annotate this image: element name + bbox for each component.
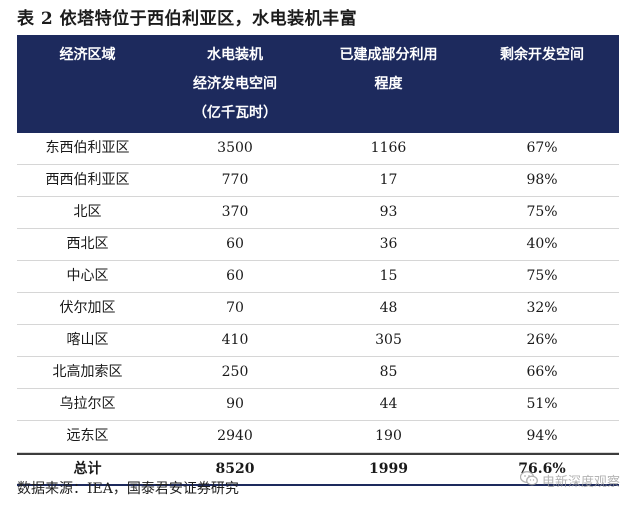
- cell-utilization: 190: [375, 428, 402, 444]
- header-utilization: 已建成部分利用 程度: [312, 35, 465, 131]
- cell-remaining: 32%: [526, 300, 558, 316]
- cell-capacity: 3500: [217, 140, 253, 156]
- cell-total-label: 总计: [73, 461, 102, 477]
- cell-capacity: 2940: [217, 428, 253, 444]
- cell-remaining: 26%: [526, 332, 558, 348]
- cell-remaining: 98%: [526, 172, 558, 188]
- cell-region: 北高加索区: [52, 364, 123, 380]
- cell-utilization: 93: [379, 204, 398, 220]
- table-row: 北高加索区 250 85 66%: [17, 357, 619, 389]
- cell-utilization: 85: [379, 364, 398, 380]
- total-row: 总计 8520 1999 76.6%: [17, 453, 619, 486]
- table-title: 表 2 依塔特位于西伯利亚区，水电装机丰富: [17, 9, 358, 29]
- cell-remaining: 66%: [526, 364, 558, 380]
- cell-region: 远东区: [66, 428, 109, 444]
- cell-capacity: 90: [226, 396, 244, 412]
- cell-region: 东西伯利亚区: [45, 140, 130, 156]
- table-row: 东西伯利亚区 3500 1166 67%: [17, 133, 619, 165]
- cell-capacity: 250: [221, 364, 249, 380]
- header-line: 程度: [374, 76, 403, 92]
- cell-utilization: 36: [379, 236, 398, 252]
- data-table: 经济区域 水电装机 经济发电空间 （亿千瓦时） 已建成部分利用 程度 剩余开发空…: [17, 35, 619, 486]
- cell-remaining: 40%: [526, 236, 558, 252]
- table-row: 乌拉尔区 90 44 51%: [17, 389, 619, 421]
- header-line: 水电装机: [207, 47, 263, 63]
- header-line: 经济发电空间: [193, 76, 277, 92]
- cell-total-utilization: 1999: [369, 461, 408, 477]
- cell-total-capacity: 8520: [215, 461, 255, 477]
- header-remaining: 剩余开发空间: [465, 35, 619, 131]
- table-row: 中心区 60 15 75%: [17, 261, 619, 293]
- cell-utilization: 305: [375, 332, 402, 348]
- table-row: 西西伯利亚区 770 17 98%: [17, 165, 619, 197]
- cell-remaining: 75%: [526, 268, 558, 284]
- cell-capacity: 410: [221, 332, 249, 348]
- table-row: 北区 370 93 75%: [17, 197, 619, 229]
- watermark-text: 电新深度观察: [541, 475, 620, 490]
- cell-region: 西北区: [66, 236, 109, 252]
- cell-region: 乌拉尔区: [59, 396, 116, 412]
- cell-region: 伏尔加区: [59, 300, 116, 316]
- header-line: 已建成部分利用: [339, 47, 438, 63]
- cell-remaining: 51%: [526, 396, 558, 412]
- cell-remaining: 67%: [526, 140, 558, 156]
- cell-utilization: 15: [379, 268, 398, 284]
- cell-capacity: 70: [226, 300, 244, 316]
- cell-capacity: 770: [221, 172, 249, 188]
- source-note: 数据来源：IEA，国泰君安证券研究: [17, 481, 239, 497]
- cell-region: 北区: [73, 204, 102, 220]
- cell-region: 西西伯利亚区: [45, 172, 130, 188]
- header-line: 剩余开发空间: [500, 47, 584, 63]
- cell-capacity: 60: [226, 236, 244, 252]
- cell-utilization: 44: [379, 396, 398, 412]
- header-line: （亿千瓦时）: [193, 105, 277, 121]
- cell-remaining: 75%: [526, 204, 558, 220]
- wechat-icon: [519, 471, 538, 490]
- table-row: 西北区 60 36 40%: [17, 229, 619, 261]
- cell-capacity: 370: [221, 204, 249, 220]
- table-row: 喀山区 410 305 26%: [17, 325, 619, 357]
- cell-utilization: 48: [379, 300, 398, 316]
- cell-utilization: 17: [379, 172, 398, 188]
- cell-region: 喀山区: [66, 332, 109, 348]
- header-hydro-capacity: 水电装机 经济发电空间 （亿千瓦时）: [158, 35, 312, 131]
- cell-utilization: 1166: [370, 140, 407, 156]
- cell-remaining: 94%: [526, 428, 558, 444]
- table-header: 经济区域 水电装机 经济发电空间 （亿千瓦时） 已建成部分利用 程度 剩余开发空…: [17, 35, 619, 133]
- cell-region: 中心区: [66, 268, 109, 284]
- header-line: 经济区域: [59, 47, 116, 63]
- cell-capacity: 60: [226, 268, 244, 284]
- watermark: 电新深度观察: [519, 471, 620, 490]
- table-row: 远东区 2940 190 94%: [17, 421, 619, 453]
- table-row: 伏尔加区 70 48 32%: [17, 293, 619, 325]
- table-body: 东西伯利亚区 3500 1166 67% 西西伯利亚区 770 17 98% 北…: [17, 133, 619, 486]
- header-region: 经济区域: [17, 35, 158, 131]
